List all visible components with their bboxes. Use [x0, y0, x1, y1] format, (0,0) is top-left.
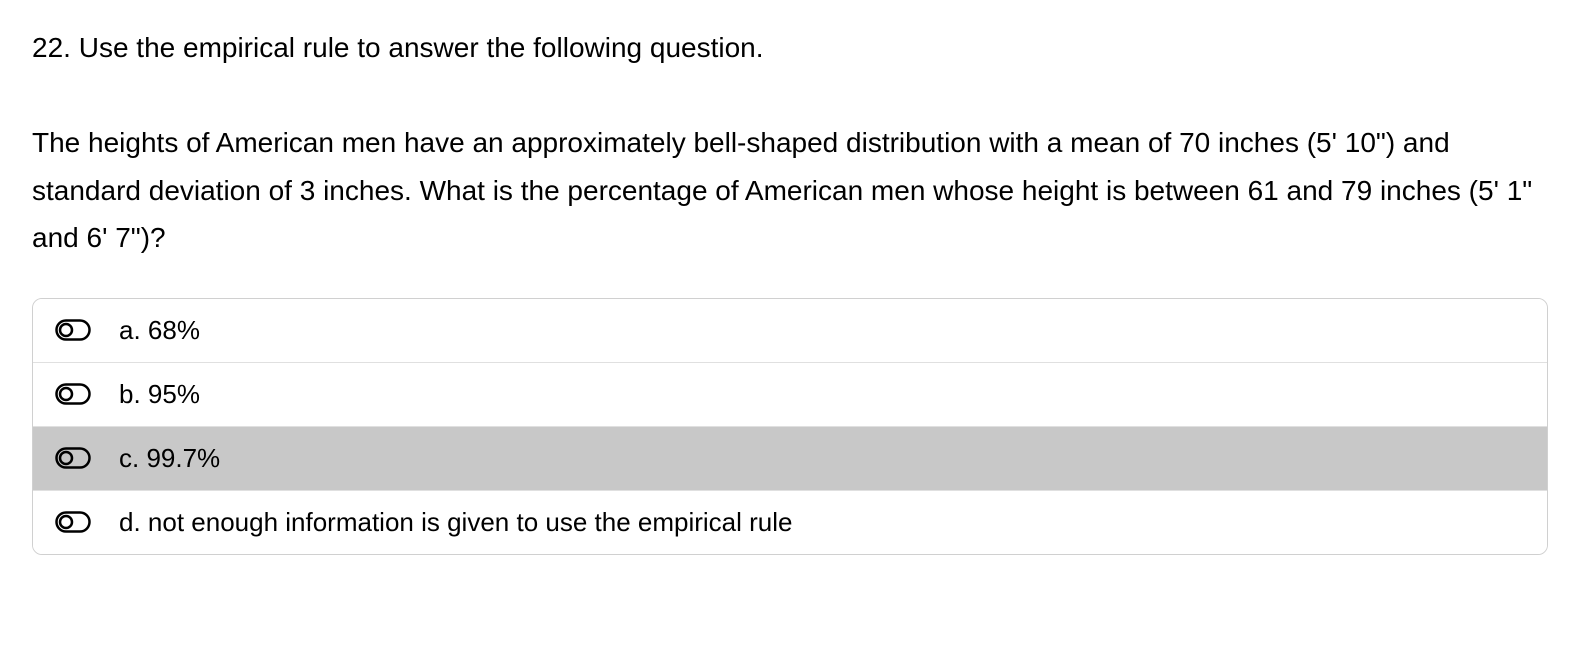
toggle-icon	[55, 511, 91, 533]
toggle-icon	[55, 383, 91, 405]
option-row-c[interactable]: c. 99.7%	[33, 427, 1547, 491]
option-label: b. 95%	[119, 379, 200, 410]
option-row-d[interactable]: d. not enough information is given to us…	[33, 491, 1547, 554]
option-row-b[interactable]: b. 95%	[33, 363, 1547, 427]
option-label: c. 99.7%	[119, 443, 220, 474]
question-body: The heights of American men have an appr…	[32, 119, 1548, 262]
question-prompt: Use the empirical rule to answer the fol…	[79, 32, 764, 63]
toggle-icon	[55, 447, 91, 469]
option-label: d. not enough information is given to us…	[119, 507, 793, 538]
options-container: a. 68% b. 95% c. 99.7% d. not enough inf…	[32, 298, 1548, 555]
option-label: a. 68%	[119, 315, 200, 346]
question-header: 22. Use the empirical rule to answer the…	[32, 28, 1548, 67]
option-row-a[interactable]: a. 68%	[33, 299, 1547, 363]
question-number: 22.	[32, 32, 71, 63]
toggle-icon	[55, 319, 91, 341]
